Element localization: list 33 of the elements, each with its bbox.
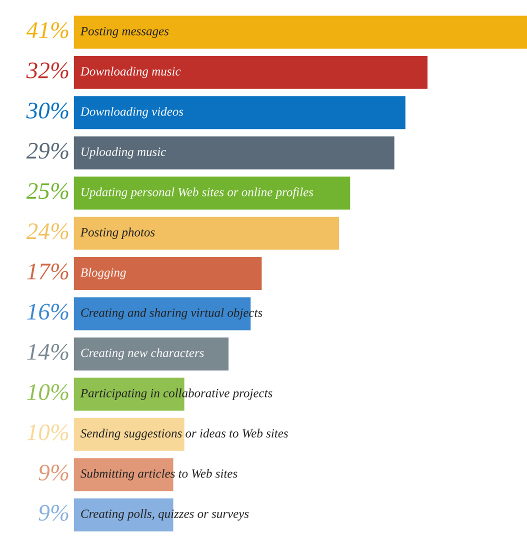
bar: [74, 56, 428, 89]
y-tick-label: Uploading music: [82, 147, 166, 159]
bar: [74, 458, 174, 492]
y-tick-label: Creating new characters: [81, 348, 204, 360]
data-label: 30%: [26, 102, 68, 119]
bar: [74, 418, 184, 451]
y-tick-label: Posting photos: [80, 228, 155, 239]
y-tick-label: Posting messages: [80, 26, 169, 38]
bar: [74, 136, 394, 170]
data-label: 10%: [27, 424, 68, 440]
bar: [74, 176, 350, 210]
data-label: 16%: [27, 304, 68, 320]
y-tick-label: Sending suggestions or ideas to Web sites: [80, 428, 288, 440]
data-label: 29%: [26, 142, 68, 159]
data-label: 24%: [26, 223, 68, 240]
data-label: 25%: [26, 183, 68, 200]
bar: [74, 216, 340, 250]
bar: [74, 257, 262, 290]
y-tick-label: Updating personal Web sites or online profiles: [82, 187, 314, 199]
data-label: 9%: [38, 504, 68, 521]
y-tick-label: Creating polls, quizzes or surveys: [81, 509, 249, 521]
bar: [74, 16, 527, 49]
y-tick-label: Downloading videos: [80, 106, 184, 118]
y-tick-label: Blogging: [80, 268, 126, 280]
data-label: 41%: [26, 22, 68, 38]
data-label: 10%: [27, 384, 68, 400]
bar: [74, 96, 406, 130]
data-label: 9%: [38, 464, 68, 481]
data-label: 14%: [27, 344, 68, 360]
y-tick-label: Downloading music: [80, 66, 181, 78]
data-label: 17%: [27, 264, 68, 280]
data-label: 32%: [26, 62, 68, 78]
bar: [74, 337, 229, 370]
